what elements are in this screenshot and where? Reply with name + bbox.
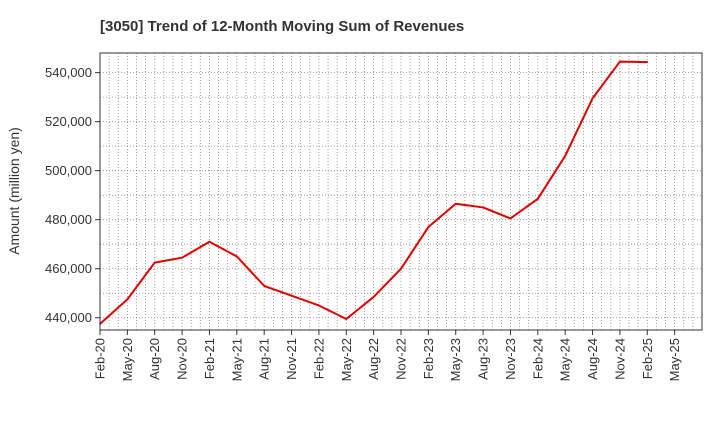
x-tick-label: Feb-23 [421,338,436,379]
grid [100,53,702,330]
x-tick-label: Feb-22 [311,338,326,379]
data-point [290,294,293,297]
x-tick-label: May-25 [667,338,682,381]
y-tick-label: 500,000 [45,163,92,178]
data-point [345,318,348,320]
data-point [372,296,375,298]
data-point [591,97,594,100]
x-tick-label: Feb-20 [93,338,108,379]
x-tick-label: Aug-22 [366,338,381,380]
x-tick-label: May-22 [339,338,354,381]
series-layer [99,60,649,325]
data-point [564,155,567,157]
data-point [318,304,320,307]
data-point [427,226,430,228]
data-point [126,298,129,301]
data-point [400,267,402,270]
data-point [509,217,512,220]
x-tick-label: Aug-21 [257,338,272,380]
data-point [153,261,156,264]
y-tick-label: 440,000 [45,310,92,325]
x-tick-label: Nov-23 [503,338,518,380]
data-point [181,256,183,259]
y-tick-label: 520,000 [45,114,92,129]
y-tick-label: 480,000 [45,212,92,227]
x-tick-label: May-21 [229,338,244,381]
x-tick-label: Nov-22 [394,338,409,380]
data-point [263,284,266,287]
x-tick-label: May-20 [120,338,135,381]
ticks: 440,000 460,000 480,000 500,000 520,000 540,0… [45,65,682,381]
x-tick-label: May-24 [558,338,573,381]
data-point [454,202,457,205]
x-tick-label: Aug-23 [476,338,491,380]
y-tick-label: 540,000 [45,65,92,80]
x-tick-label: Nov-24 [612,338,627,380]
plot-frame [99,52,703,331]
x-tick-label: May-23 [448,338,463,381]
data-point [536,197,539,200]
data-point [208,240,211,243]
y-tick-label: 460,000 [45,261,92,276]
x-tick-label: Aug-24 [585,338,600,380]
x-tick-label: Nov-20 [175,338,190,380]
data-point [482,206,484,209]
x-tick-label: Feb-24 [530,338,545,379]
data-point [646,61,649,63]
x-tick-label: Feb-21 [202,338,217,379]
x-tick-label: Aug-20 [147,338,162,380]
x-tick-label: Feb-25 [640,338,655,379]
chart-title: [3050] Trend of 12-Month Moving Sum of R… [100,18,464,35]
data-point [235,255,238,258]
data-point [619,60,621,63]
y-axis-label: Amount (million yen) [6,127,22,255]
x-tick-label: Nov-21 [284,338,299,380]
